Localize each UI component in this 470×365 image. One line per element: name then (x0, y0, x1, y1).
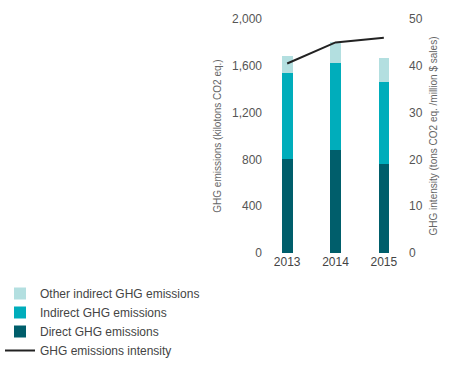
svg-text:2013: 2013 (274, 255, 301, 269)
svg-text:GHG emissions (kilotons CO2 eq: GHG emissions (kilotons CO2 eq.) (212, 59, 223, 212)
svg-text:40: 40 (409, 59, 423, 73)
svg-text:50: 50 (409, 12, 423, 26)
svg-text:Indirect GHG emissions: Indirect GHG emissions (40, 306, 167, 320)
svg-text:1,200: 1,200 (232, 106, 262, 120)
svg-text:1,600: 1,600 (232, 59, 262, 73)
svg-text:800: 800 (242, 153, 262, 167)
svg-text:20: 20 (409, 153, 423, 167)
svg-text:30: 30 (409, 106, 423, 120)
svg-text:0: 0 (255, 246, 262, 260)
svg-text:0: 0 (409, 246, 416, 260)
svg-text:2014: 2014 (322, 255, 349, 269)
svg-text:400: 400 (242, 199, 262, 213)
svg-text:10: 10 (409, 199, 423, 213)
svg-text:GHG intensity (tons CO2 eq. /m: GHG intensity (tons CO2 eq. /million $ s… (428, 37, 439, 236)
svg-text:Other indirect GHG emissions: Other indirect GHG emissions (40, 287, 199, 301)
svg-text:Direct GHG emissions: Direct GHG emissions (40, 325, 159, 339)
svg-text:2,000: 2,000 (232, 12, 262, 26)
svg-text:2015: 2015 (370, 255, 397, 269)
svg-text:GHG emissions intensity: GHG emissions intensity (40, 344, 171, 358)
